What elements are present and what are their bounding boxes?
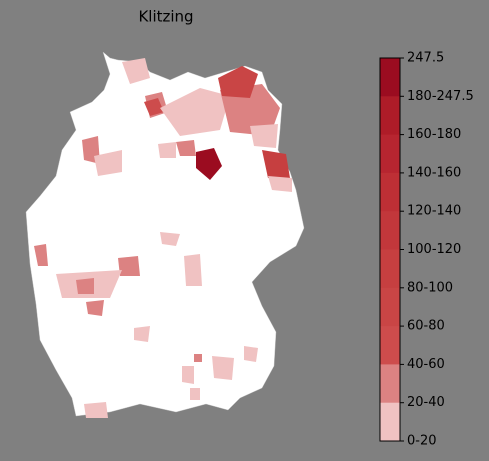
colorbar-label: 0-20 (407, 434, 437, 449)
region (196, 148, 222, 180)
region (118, 256, 140, 276)
colorbar-label: 160-180 (407, 127, 461, 142)
region (160, 232, 180, 246)
region (244, 346, 258, 362)
region (190, 388, 200, 400)
region (182, 366, 194, 384)
colorbar-swatch (380, 211, 400, 250)
region (176, 140, 196, 156)
colorbar-swatch (380, 249, 400, 289)
colorbar-swatch (380, 364, 400, 404)
colorbar-label: 120-140 (407, 204, 461, 219)
colorbar: 247.5 180-247.5 160-180 140-160 120-140 100-1… (379, 51, 474, 449)
map-title: Klitzing (138, 8, 193, 26)
region (158, 142, 176, 158)
region (184, 254, 202, 286)
colorbar-label: 40-60 (407, 357, 445, 372)
region (86, 300, 104, 316)
colorbar-label: 140-160 (407, 165, 461, 180)
germany-map (25, 51, 305, 418)
region (144, 98, 164, 116)
region (250, 124, 278, 148)
colorbar-label: 180-247.5 (407, 89, 474, 104)
colorbar-swatch (380, 58, 400, 97)
region (34, 244, 48, 266)
colorbar-label: 247.5 (407, 51, 444, 66)
region (220, 84, 280, 136)
colorbar-swatch (380, 287, 400, 327)
colorbar-swatch (380, 172, 400, 212)
colorbar-label: 20-40 (407, 395, 445, 410)
region (194, 354, 202, 362)
region (218, 66, 258, 98)
region (262, 150, 290, 178)
region (212, 356, 234, 380)
region (268, 176, 292, 192)
region (122, 58, 150, 84)
region (134, 326, 150, 342)
colorbar-label: 100-120 (407, 242, 461, 257)
colorbar-swatch (380, 134, 400, 174)
region (84, 402, 108, 418)
colorbar-swatch (380, 402, 400, 442)
region (94, 150, 122, 176)
colorbar-label: 80-100 (407, 280, 453, 295)
colorbar-label: 60-80 (407, 319, 445, 334)
region (76, 278, 94, 294)
colorbar-swatch (380, 96, 400, 136)
colorbar-swatch (380, 326, 400, 365)
region (160, 88, 230, 136)
